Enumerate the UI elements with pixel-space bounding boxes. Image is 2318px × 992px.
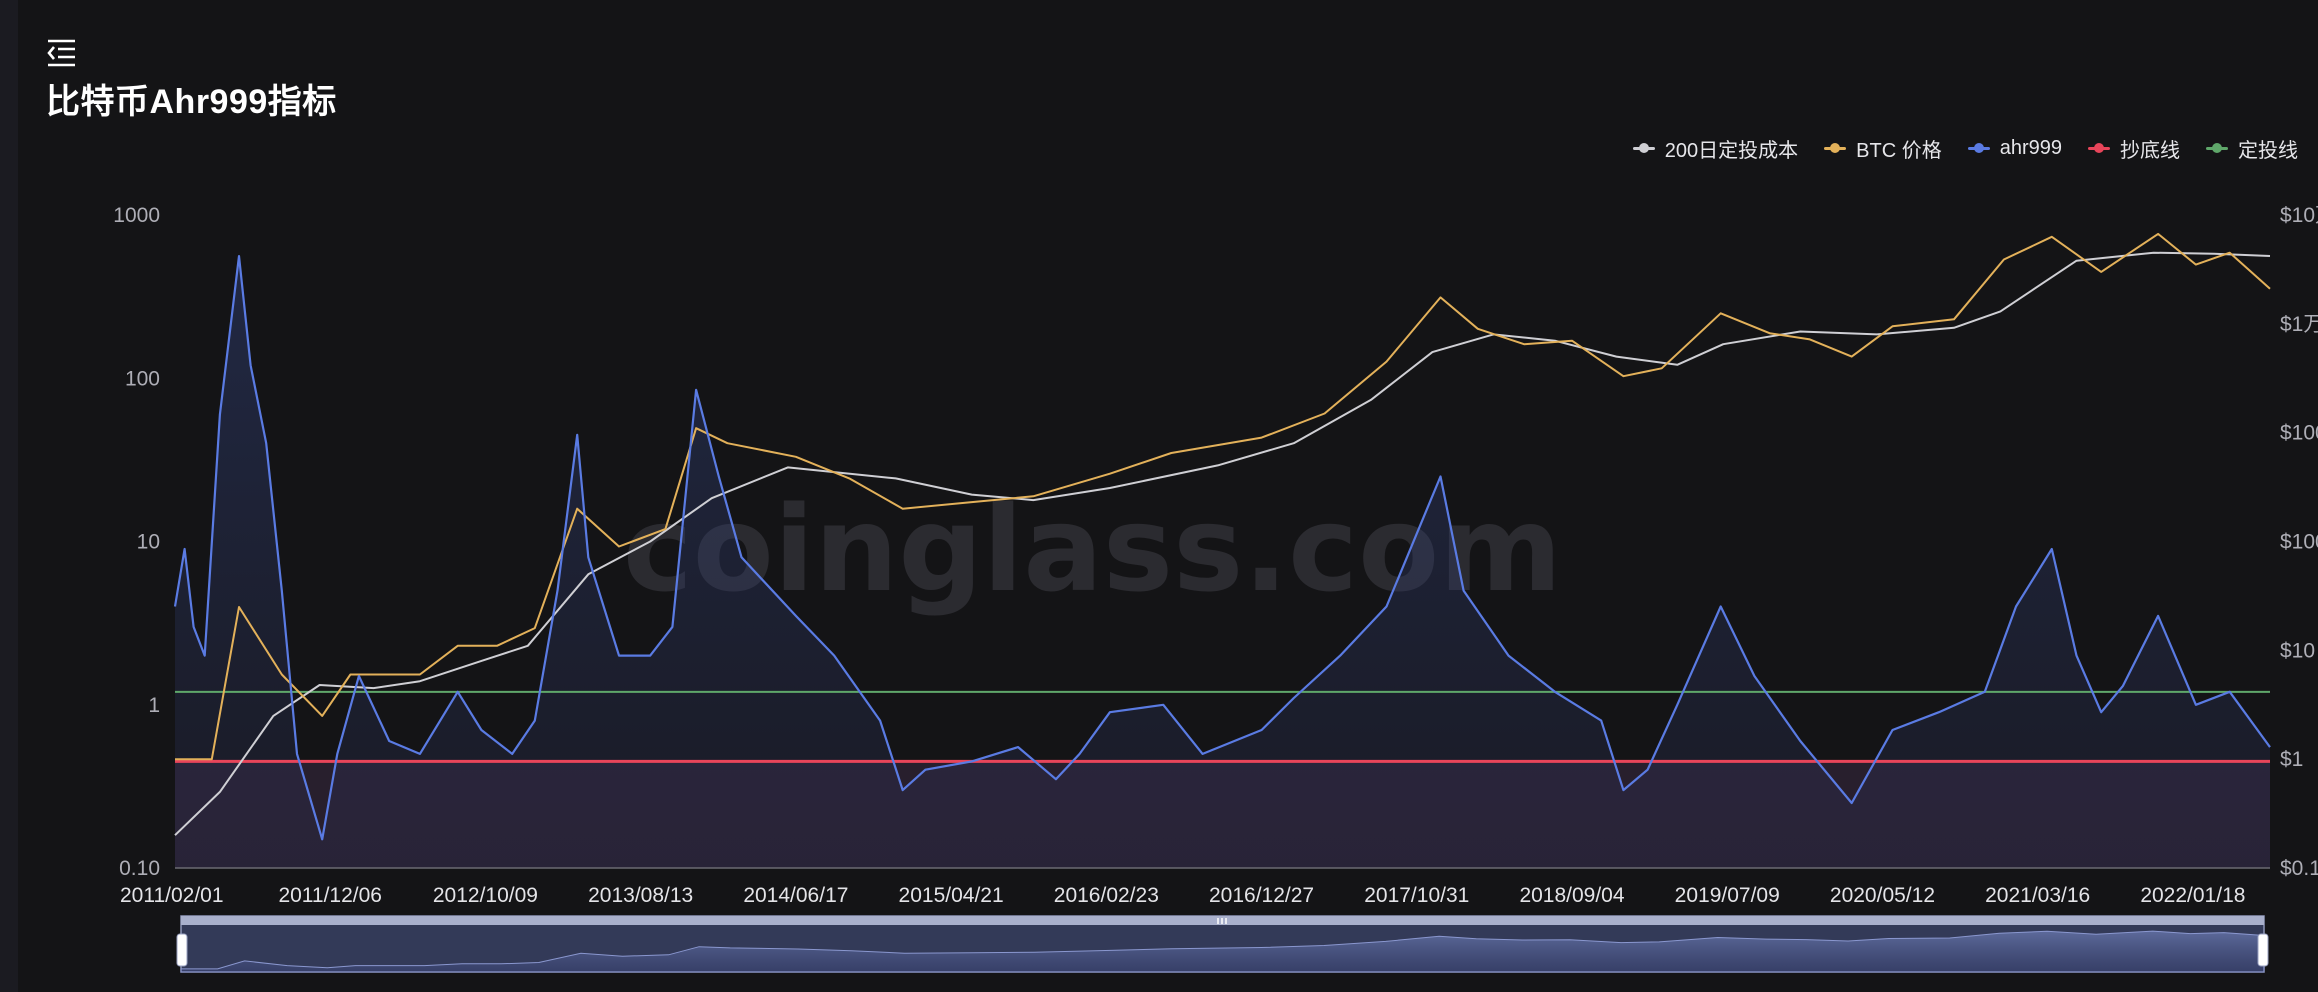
left-edge-strip	[0, 0, 18, 992]
x-tick-label: 2015/04/21	[899, 884, 1004, 907]
legend-label: BTC 价格	[1856, 140, 1942, 162]
y-right-tick-label: $1000	[2280, 422, 2318, 445]
y-right-tick-label: $100	[2280, 531, 2318, 554]
legend-item-dca-line[interactable]: 定投线	[2206, 134, 2298, 163]
y-right-tick-label: $0.10	[2280, 857, 2318, 880]
page-title: 比特币Ahr999指标	[46, 83, 337, 121]
legend-item-200d-cost[interactable]: 200日定投成本	[1632, 134, 1799, 163]
legend-item-bottom-line[interactable]: 抄底线	[2088, 134, 2180, 163]
cost-200d-line	[174, 251, 2271, 836]
navigator-preview-area	[180, 930, 2265, 973]
y-left-tick-label: 100	[125, 367, 160, 390]
x-tick-label: 2016/02/23	[1054, 884, 1159, 907]
y-left-tick-label: 1000	[113, 204, 160, 227]
x-tick-label: 2017/10/31	[1364, 884, 1469, 907]
legend-marker	[1632, 143, 1655, 153]
x-tick-label: 2019/07/09	[1675, 884, 1780, 907]
navigator-left-handle[interactable]	[176, 933, 188, 967]
legend-item-btc-price[interactable]: BTC 价格	[1824, 134, 1942, 163]
legend-marker	[1824, 143, 1847, 153]
x-tick-label: 2013/08/13	[588, 884, 693, 907]
y-left-tick-label: 0.10	[119, 857, 160, 880]
x-tick-label: 2021/03/16	[1985, 884, 2090, 907]
legend-marker	[2206, 143, 2228, 153]
x-tick-label: 2011/12/06	[278, 884, 382, 907]
legend-label: 200日定投成本	[1664, 140, 1799, 162]
legend-marker	[1967, 143, 1990, 153]
y-right-tick-label: $10万	[2280, 204, 2318, 227]
x-tick-label: 2012/10/09	[433, 884, 538, 907]
btc-price-line	[175, 232, 2271, 761]
y-left-tick-label: 10	[137, 531, 160, 554]
x-tick-label: 2020/05/12	[1830, 884, 1935, 907]
legend-label: ahr999	[1999, 137, 2062, 159]
y-right-tick-label: $1万	[2280, 313, 2318, 336]
navigator-right-handle[interactable]	[2257, 933, 2269, 967]
y-left-tick-label: 1	[148, 694, 160, 717]
x-tick-label: 2022/01/18	[2140, 884, 2245, 907]
legend-item-ahr999[interactable]: ahr999	[1967, 137, 2062, 160]
y-right-tick-label: $10	[2280, 639, 2315, 662]
ahr999-line	[173, 255, 2271, 841]
chart-legend: 200日定投成本 BTC 价格 ahr999 抄底线 定投线	[1632, 134, 2298, 163]
legend-label: 抄底线	[2120, 140, 2180, 162]
y-right-tick-label: $1	[2280, 748, 2303, 771]
legend-marker	[2088, 143, 2110, 153]
ahr999-area	[175, 256, 2270, 869]
legend-label: 定投线	[2238, 140, 2298, 162]
indent-menu-icon[interactable]	[44, 34, 80, 70]
x-tick-label: 2014/06/17	[743, 884, 848, 907]
x-tick-label: 2018/09/04	[1519, 884, 1624, 907]
x-tick-label: 2016/12/27	[1209, 884, 1314, 907]
navigator-drag-grip[interactable]	[1217, 918, 1227, 924]
x-tick-label: 2011/02/01	[120, 884, 224, 907]
